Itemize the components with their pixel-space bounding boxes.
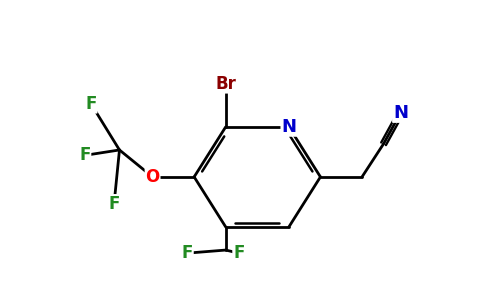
Text: Br: Br [215, 75, 236, 93]
Text: F: F [79, 146, 91, 164]
Text: N: N [281, 118, 296, 136]
Text: F: F [108, 195, 120, 213]
Text: F: F [233, 244, 244, 262]
Text: F: F [85, 95, 97, 113]
Text: F: F [182, 244, 193, 262]
Text: N: N [393, 104, 408, 122]
Text: O: O [146, 168, 160, 186]
